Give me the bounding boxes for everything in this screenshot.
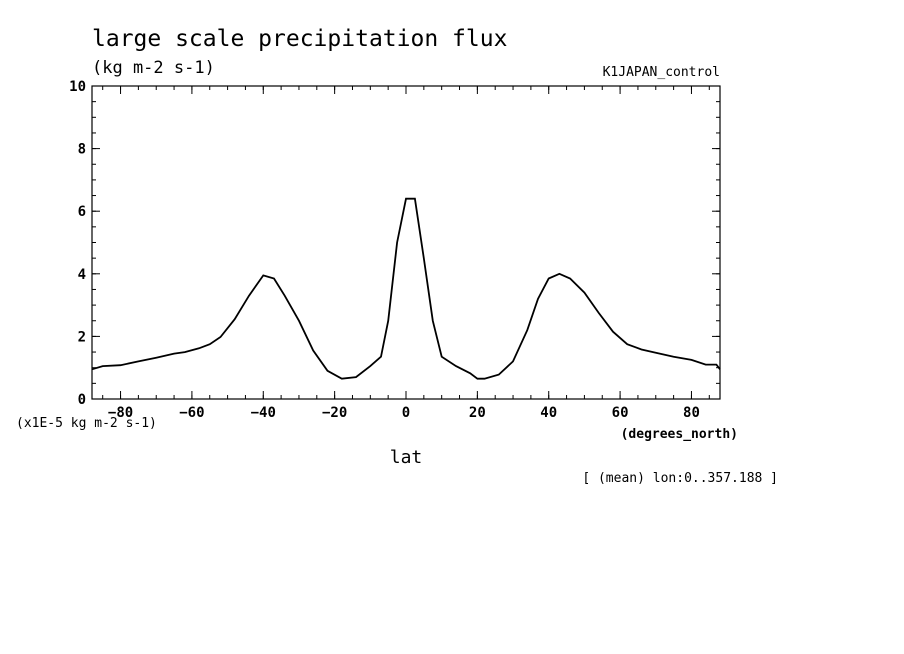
x-tick-label: −60 <box>179 405 204 421</box>
y-tick-label: 2 <box>78 329 86 345</box>
footnote: [ (mean) lon:0..357.188 ] <box>582 471 778 486</box>
tick-labels: −80 −60 −40 −20 0 20 40 60 80 0 2 4 6 8 10 <box>69 79 700 421</box>
y-tick-label: 0 <box>78 392 86 408</box>
x-tick-label: 20 <box>469 405 486 421</box>
y-tick-label: 10 <box>69 79 86 95</box>
axis-ticks <box>92 85 720 400</box>
y-tick-label: 6 <box>78 204 86 220</box>
x-units-label: (degrees_north) <box>621 427 738 442</box>
x-tick-label: −40 <box>251 405 276 421</box>
x-tick-label: −80 <box>108 405 133 421</box>
x-tick-label: 60 <box>612 405 629 421</box>
precipitation-line <box>91 197 721 380</box>
run-label: K1JAPAN_control <box>603 65 720 80</box>
x-tick-label: −20 <box>322 405 347 421</box>
chart-title: large scale precipitation flux <box>92 26 507 52</box>
x-tick-label: 40 <box>540 405 557 421</box>
x-axis-label: lat <box>390 447 423 468</box>
scale-label: (x1E-5 kg m-2 s-1) <box>16 416 157 431</box>
y-tick-label: 8 <box>78 142 86 158</box>
y-tick-label: 4 <box>78 267 86 283</box>
x-tick-label: 0 <box>402 405 410 421</box>
x-tick-label: 80 <box>683 405 700 421</box>
units-label: (kg m-2 s-1) <box>92 58 215 78</box>
